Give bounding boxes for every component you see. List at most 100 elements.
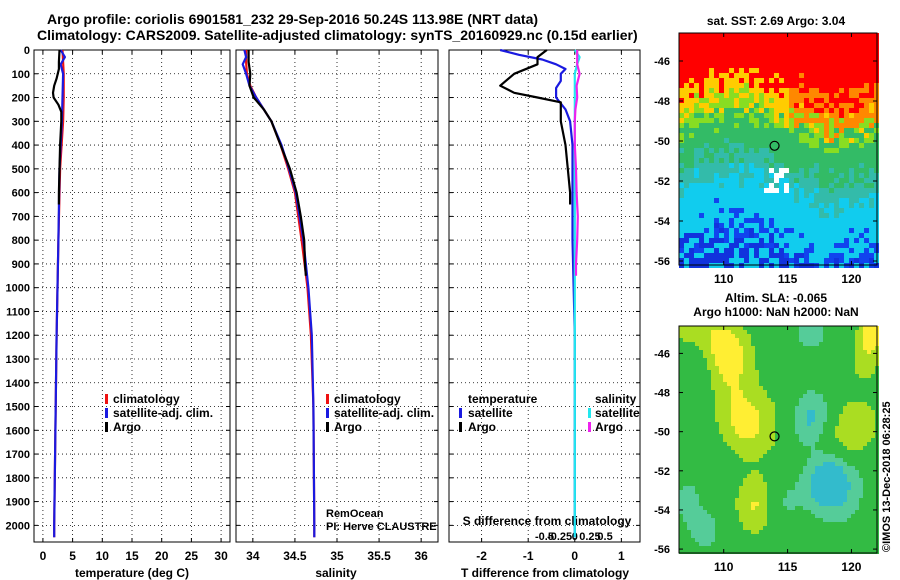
sla-cell [727, 366, 731, 370]
sla-cell [811, 350, 815, 354]
sla-cell [811, 442, 815, 446]
sst-cell [784, 118, 789, 123]
sla-cell [715, 450, 719, 454]
sla-cell [803, 430, 807, 434]
sst-cell [854, 98, 859, 103]
sst-cell [724, 193, 729, 198]
sst-cell [694, 38, 699, 43]
sst-cell [844, 38, 849, 43]
sla-cell [763, 422, 767, 426]
sla-cell [831, 486, 835, 490]
sla-cell [791, 438, 795, 442]
sla-cell [711, 530, 715, 534]
sst-cell [719, 258, 724, 263]
sla-cell [811, 514, 815, 518]
sla-cell [827, 442, 831, 446]
sst-cell [799, 183, 804, 188]
sla-cell [815, 454, 819, 458]
sst-cell [849, 243, 854, 248]
sla-cell [835, 494, 839, 498]
sla-cell [683, 382, 687, 386]
sla-cell [863, 466, 867, 470]
sla-cell [747, 334, 751, 338]
sla-cell [731, 402, 735, 406]
sla-cell [859, 470, 863, 474]
sst-cell [829, 108, 834, 113]
sst-cell [864, 53, 869, 58]
sla-cell [731, 362, 735, 366]
sla-cell [831, 526, 835, 530]
sst-cell [709, 38, 714, 43]
sst-cell [684, 258, 689, 263]
sst-cell [809, 48, 814, 53]
sst-cell [794, 138, 799, 143]
sst-cell [694, 48, 699, 53]
sst-cell [824, 253, 829, 258]
sst-cell [729, 193, 734, 198]
sla-cell [683, 474, 687, 478]
sst-cell [839, 173, 844, 178]
sla-cell [819, 522, 823, 526]
sst-cell [804, 218, 809, 223]
sla-cell [819, 342, 823, 346]
sla-cell [835, 534, 839, 538]
sla-cell [719, 326, 723, 330]
sla-cell [843, 390, 847, 394]
sst-cell [799, 113, 804, 118]
sst-cell [719, 128, 724, 133]
sst-cell [819, 43, 824, 48]
sst-cell [789, 88, 794, 93]
sst-cell [859, 68, 864, 73]
sla-cell [735, 542, 739, 546]
sst-cell [749, 93, 754, 98]
sla-cell [691, 382, 695, 386]
sla-cell [767, 478, 771, 482]
sla-cell [779, 526, 783, 530]
sla-cell [867, 354, 871, 358]
sla-cell [743, 374, 747, 378]
sla-cell [715, 430, 719, 434]
sst-cell [699, 108, 704, 113]
sla-cell [815, 446, 819, 450]
sst-cell [754, 73, 759, 78]
sla-cell [687, 330, 691, 334]
sla-cell [767, 490, 771, 494]
sst-cell [769, 68, 774, 73]
sla-cell [827, 366, 831, 370]
sst-cell [789, 198, 794, 203]
sst-cell [844, 258, 849, 263]
sla-cell [747, 470, 751, 474]
sla-cell [787, 454, 791, 458]
sla-cell [759, 414, 763, 418]
sst-cell [749, 208, 754, 213]
sla-cell [783, 374, 787, 378]
sla-cell [751, 358, 755, 362]
sla-cell [799, 454, 803, 458]
sla-cell [707, 546, 711, 550]
sst-cell [769, 248, 774, 253]
sst-cell [729, 133, 734, 138]
y-tick-label: 1600 [6, 425, 30, 437]
sst-cell [719, 58, 724, 63]
sst-cell [839, 158, 844, 163]
sst-cell [744, 43, 749, 48]
sla-cell [723, 490, 727, 494]
sla-cell [859, 370, 863, 374]
sla-cell [807, 538, 811, 542]
sst-cell [704, 78, 709, 83]
sla-cell [779, 366, 783, 370]
sst-cell [799, 208, 804, 213]
sst-cell [794, 158, 799, 163]
sla-cell [699, 438, 703, 442]
sla-cell [815, 546, 819, 550]
sla-cell [807, 366, 811, 370]
sla-cell [723, 398, 727, 402]
sst-cell [849, 158, 854, 163]
sla-cell [823, 334, 827, 338]
sst-cell [849, 173, 854, 178]
sst-cell [769, 163, 774, 168]
sst-cell [869, 193, 874, 198]
sla-cell [703, 430, 707, 434]
sst-cell [709, 178, 714, 183]
sst-cell [724, 128, 729, 133]
